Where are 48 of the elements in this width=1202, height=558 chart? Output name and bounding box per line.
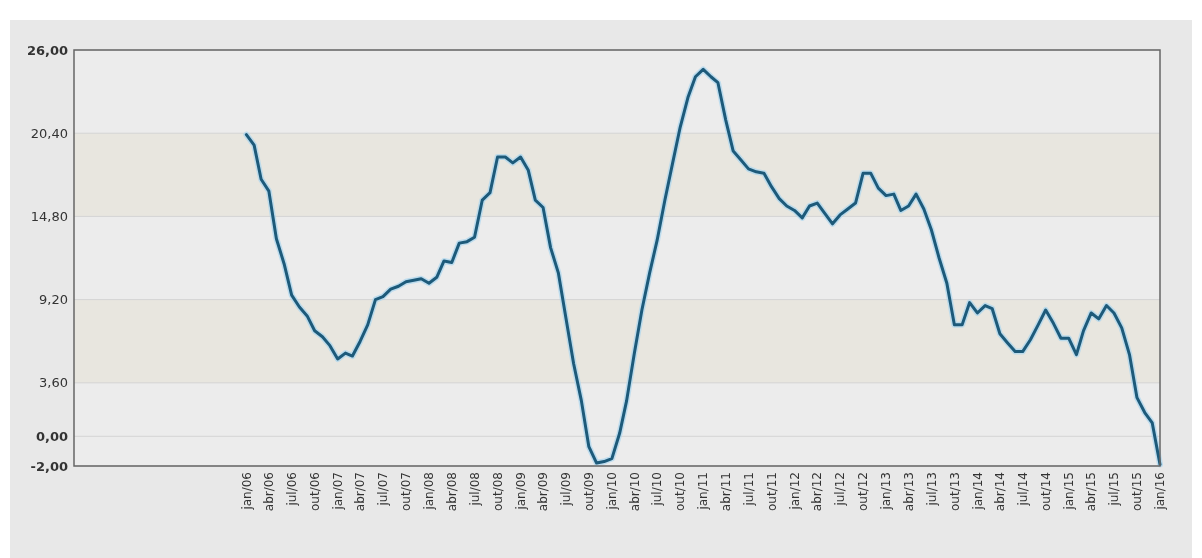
x-tick-label: out/07 [399,472,414,511]
y-tick-label: 3,60 [39,375,68,391]
x-tick-label: out/11 [764,472,779,511]
x-tick-label: out/06 [307,472,322,511]
x-tick-label: out/15 [1130,472,1145,511]
x-tick-label: jul/06 [284,472,299,507]
x-tick-label: jul/11 [741,472,756,507]
x-tick-label: abr/08 [444,472,459,512]
x-tick-label: abr/14 [993,472,1008,512]
x-tick-label: jul/09 [559,472,574,507]
x-tick-label: abr/09 [536,472,551,512]
x-tick-label: abr/13 [901,472,916,512]
x-tick-label: jan/08 [422,472,437,511]
x-tick-label: jan/07 [330,472,345,511]
x-tick-label: jan/06 [239,472,254,511]
x-tick-label: out/08 [490,472,505,511]
x-tick-label: jul/10 [650,472,665,507]
x-tick-label: jul/15 [1107,472,1122,507]
y-tick-label: 26,00 [26,42,68,58]
x-tick-label: jan/16 [1153,472,1168,511]
y-tick-label: 20,40 [30,125,68,141]
x-tick-label: jan/11 [696,472,711,511]
x-tick-label: jan/15 [1061,472,1076,511]
x-tick-label: out/13 [947,472,962,511]
x-tick-label: abr/11 [718,472,733,512]
x-tick-label: abr/12 [810,472,825,512]
x-tick-label: abr/10 [627,472,642,512]
x-tick-label: jul/13 [924,472,939,507]
x-tick-label: abr/15 [1084,472,1099,512]
x-tick-label: out/09 [582,472,597,511]
x-tick-label: jul/12 [833,472,848,507]
x-tick-label: jan/12 [787,472,802,511]
y-tick-label: 14,80 [30,208,68,224]
y-tick-label: 9,20 [39,292,68,308]
x-tick-label: jul/07 [376,472,391,507]
x-tick-label: out/10 [673,472,688,511]
y-tick-label: -2,00 [30,458,68,474]
x-tick-label: out/14 [1038,472,1053,511]
x-tick-label: abr/07 [353,472,368,512]
x-tick-label: abr/06 [262,472,277,512]
x-tick-label: jan/10 [605,472,620,511]
y-tick-label: 0,00 [35,428,68,444]
x-tick-label: jan/09 [513,472,528,511]
x-tick-label: out/12 [856,472,871,511]
x-tick-label: jul/14 [1015,472,1030,507]
x-tick-label: jan/14 [970,472,985,511]
x-tick-label: jul/08 [467,472,482,507]
x-tick-label: jan/13 [879,472,894,511]
